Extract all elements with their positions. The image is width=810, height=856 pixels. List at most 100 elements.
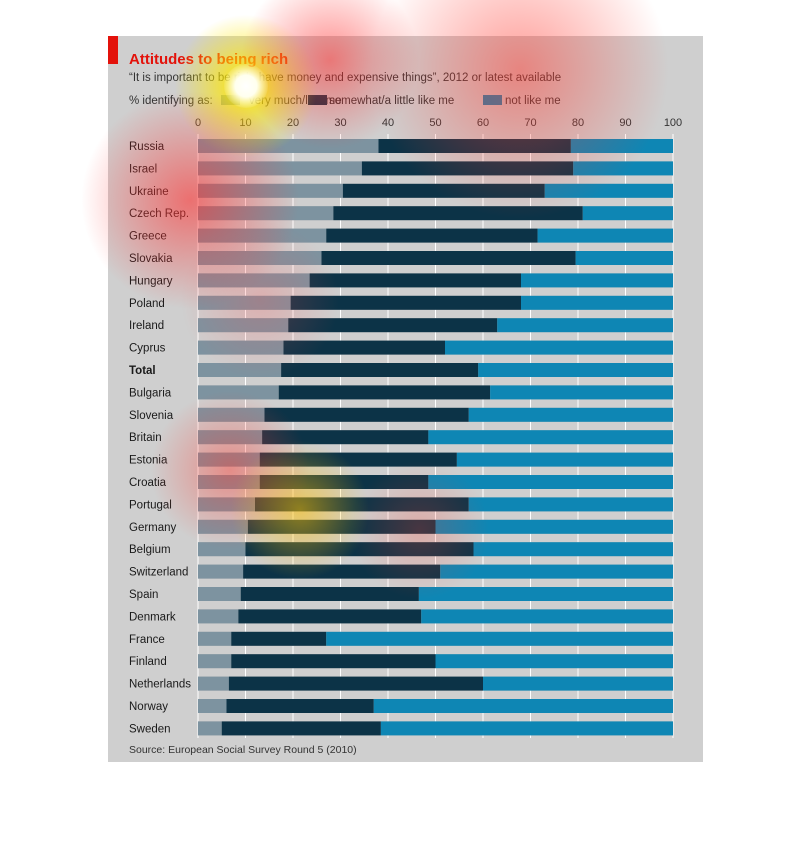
- category-label: Slovakia: [129, 253, 173, 265]
- legend-prefix: % identifying as:: [129, 95, 213, 107]
- x-tick-label: 20: [287, 117, 299, 129]
- chart-title: Attitudes to being rich: [129, 51, 288, 68]
- bar-segment: [198, 587, 241, 601]
- bar-segment: [321, 251, 576, 265]
- bar-segment: [378, 139, 571, 153]
- bar-segment: [226, 699, 374, 713]
- category-label: Poland: [129, 298, 165, 310]
- bar-segment: [521, 273, 673, 288]
- category-label: Sweden: [129, 723, 171, 735]
- bar-segment: [262, 430, 429, 445]
- category-label: Belgium: [129, 544, 171, 556]
- x-tick-label: 10: [239, 117, 251, 129]
- bar-segment: [259, 452, 457, 467]
- bar-segment: [418, 587, 673, 601]
- bar-segment: [573, 161, 673, 176]
- bar-segment: [198, 542, 246, 557]
- bar-segment: [497, 318, 673, 333]
- bar-segment: [326, 228, 538, 243]
- category-label: Israel: [129, 163, 157, 175]
- bar-segment: [440, 564, 673, 579]
- legend-label-somewhat: somewhat/a little like me: [329, 95, 454, 107]
- bar-segment: [240, 587, 419, 601]
- legend-label-very-much: very much/like me: [249, 95, 342, 107]
- bar-segment: [445, 340, 673, 355]
- category-label: Norway: [129, 701, 168, 713]
- bar-segment: [281, 363, 479, 377]
- bar-segment: [243, 564, 441, 579]
- category-label: Russia: [129, 141, 165, 153]
- bar-segment: [198, 609, 239, 624]
- bar-segment: [361, 161, 574, 176]
- bar-segment: [428, 475, 673, 489]
- bar-segment: [198, 139, 379, 153]
- bar-segment: [537, 228, 673, 243]
- bar-segment: [198, 273, 310, 288]
- chart-subtitle: “It is important to be rich, have money …: [129, 72, 561, 84]
- bar-segment: [228, 676, 483, 691]
- bar-segment: [198, 295, 291, 310]
- bar-segment: [198, 161, 362, 176]
- bar-segment: [198, 631, 232, 646]
- category-label: Germany: [129, 522, 177, 534]
- bar-segment: [198, 385, 279, 400]
- bar-segment: [473, 542, 673, 557]
- category-label: Spain: [129, 589, 158, 601]
- bar-segment: [198, 251, 322, 265]
- bar-segment: [428, 430, 673, 445]
- bar-segment: [198, 475, 260, 489]
- bar-segment: [198, 699, 227, 713]
- bar-segment: [247, 519, 436, 534]
- category-label: Croatia: [129, 477, 167, 489]
- bar-segment: [198, 564, 244, 579]
- bar-segment: [259, 475, 429, 489]
- bar-segment: [198, 407, 265, 422]
- bar-segment: [278, 385, 491, 400]
- bar-segment: [468, 497, 673, 512]
- bar-segment: [198, 452, 260, 467]
- x-tick-label: 80: [572, 117, 584, 129]
- brand-red-tag: [108, 36, 118, 64]
- bar-segment: [290, 295, 521, 310]
- bar-segment: [483, 676, 673, 691]
- bar-segment: [309, 273, 521, 288]
- category-label: Total: [129, 365, 156, 377]
- bar-segment: [570, 139, 673, 153]
- x-tick-label: 100: [664, 117, 682, 129]
- bar-segment: [575, 251, 673, 265]
- category-label: Netherlands: [129, 679, 191, 691]
- bar-segment: [264, 407, 469, 422]
- category-label: Estonia: [129, 455, 168, 467]
- legend-swatch-somewhat: [308, 95, 327, 105]
- category-label: Cyprus: [129, 343, 166, 355]
- bar-segment: [490, 385, 673, 400]
- bar-segment: [283, 340, 445, 355]
- category-label: Czech Rep.: [129, 208, 189, 220]
- bar-segment: [198, 721, 222, 736]
- bar-segment: [198, 430, 263, 445]
- category-label: Switzerland: [129, 567, 188, 579]
- bar-segment: [198, 228, 327, 243]
- bar-segment: [544, 183, 673, 198]
- category-label: Britain: [129, 432, 162, 444]
- x-tick-label: 30: [334, 117, 346, 129]
- bar-segment: [373, 699, 673, 713]
- bar-segment: [435, 654, 673, 669]
- bar-segment: [198, 183, 343, 198]
- bar-segment: [333, 206, 583, 221]
- category-label: Bulgaria: [129, 387, 172, 399]
- legend-swatch-not-like-me: [483, 95, 502, 105]
- bar-segment: [421, 609, 673, 624]
- bar-segment: [456, 452, 673, 467]
- category-label: Slovenia: [129, 410, 174, 422]
- bar-segment: [435, 519, 673, 534]
- bar-segment: [288, 318, 498, 333]
- category-label: Ireland: [129, 320, 164, 332]
- bar-segment: [582, 206, 673, 221]
- bar-segment: [478, 363, 673, 377]
- bar-segment: [245, 542, 474, 557]
- category-label: Finland: [129, 656, 167, 668]
- bar-segment: [198, 340, 284, 355]
- bar-segment: [198, 676, 229, 691]
